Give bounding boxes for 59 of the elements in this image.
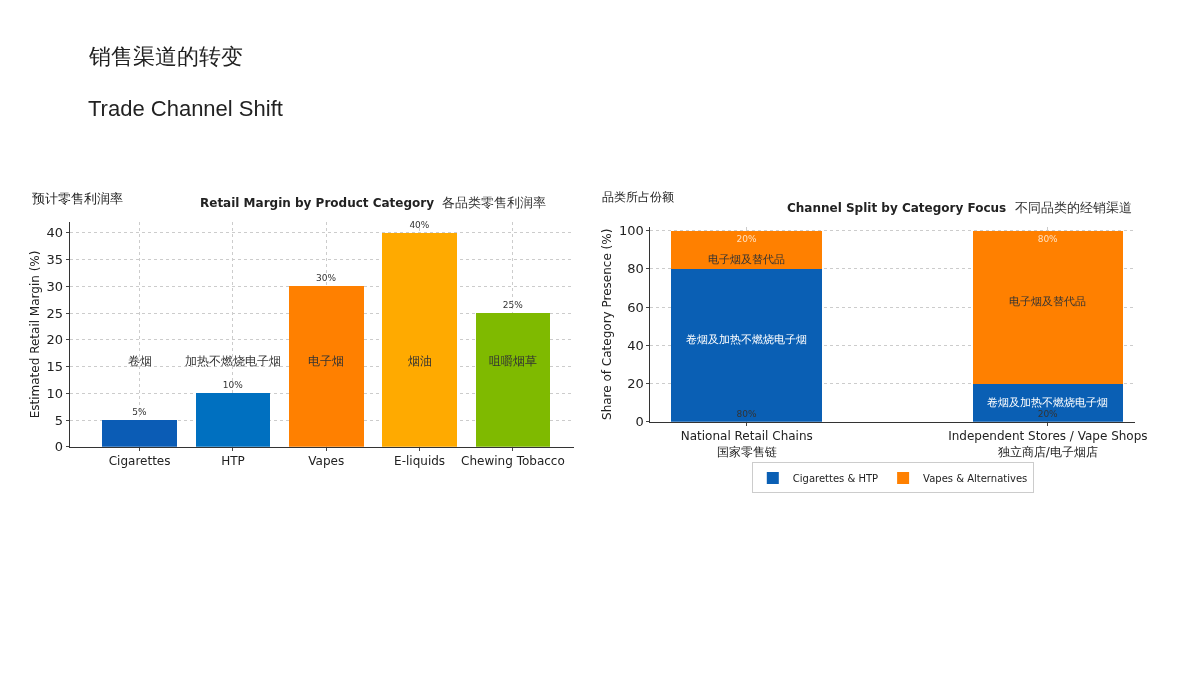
y-tick-label: 40 — [46, 225, 63, 241]
text: Trade Channel Shift — [88, 96, 283, 121]
x-tick-label: Cigarettes — [108, 454, 171, 469]
bar — [195, 393, 271, 447]
y-tick-label: 30 — [46, 278, 63, 294]
x-tick-label: Vapes — [308, 454, 345, 469]
y-tick-label: 60 — [627, 299, 644, 315]
x-tick-label: E-liquids — [394, 454, 446, 469]
x-tick-label: HTP — [221, 454, 245, 469]
chart-title: Channel Split by Category Focus — [787, 201, 1007, 215]
annotation: 烟油 — [408, 354, 432, 368]
bar — [475, 313, 551, 447]
chart-title: Retail Margin by Product Category — [200, 196, 435, 210]
y-tick-label: 35 — [46, 252, 63, 268]
data-label: 20% — [1037, 408, 1059, 419]
y-tick-label: 0 — [635, 414, 644, 430]
y-tick-label: 15 — [46, 359, 63, 375]
annotation: 卷烟及加热不燃烧电子烟 — [987, 396, 1108, 409]
annotation: 电子烟及替代品 — [708, 253, 785, 266]
data-label: 10% — [222, 380, 244, 391]
annotation: 卷烟 — [128, 354, 152, 368]
y-tick-label: 20 — [627, 376, 644, 392]
bar — [102, 420, 177, 447]
text: 品类所占份额 — [602, 190, 674, 204]
chart-subtitle: 不同品类的经销渠道 — [1015, 200, 1132, 215]
y-tick-label: 40 — [627, 337, 644, 353]
bar — [972, 230, 1124, 384]
annotation: 电子烟及替代品 — [1009, 295, 1086, 308]
data-label: 30% — [316, 273, 337, 284]
chart-subtitle: 各品类零售利润率 — [442, 195, 546, 210]
text: 预计零售利润率 — [32, 191, 123, 206]
y-axis-title: Share of Category Presence (%) — [600, 228, 615, 420]
bar — [671, 268, 823, 422]
x-tick-label: Independent Stores / Vape Shops 独立商店/电子烟店 — [948, 429, 1148, 459]
legend-label: Cigarettes & HTP — [792, 472, 879, 484]
data-label: 80% — [736, 408, 757, 419]
y-tick-label: 10 — [46, 385, 63, 401]
bar — [288, 286, 364, 447]
annotation: 电子烟 — [308, 354, 344, 368]
y-tick-label: 20 — [46, 332, 63, 348]
data-label: 80% — [1037, 233, 1059, 244]
x-tick-label: Chewing Tobacco — [461, 454, 565, 469]
y-tick-label: 80 — [627, 261, 644, 277]
data-label: 25% — [502, 300, 524, 311]
annotation: 加热不燃烧电子烟 — [185, 354, 281, 368]
annotation: 卷烟及加热不燃烧电子烟 — [686, 333, 807, 346]
legend-label: Vapes & Alternatives — [923, 472, 1028, 484]
x-tick-label: National Retail Chains 国家零售链 — [680, 429, 813, 459]
y-tick-label: 25 — [46, 305, 63, 321]
text: 销售渠道的转变 — [88, 44, 243, 69]
y-axis-title: Estimated Retail Margin (%) — [27, 250, 42, 419]
data-label: 40% — [409, 219, 430, 230]
data-label: 5% — [132, 407, 147, 418]
data-label: 20% — [736, 233, 757, 244]
y-tick-label: 100 — [618, 223, 644, 239]
y-tick-label: 5 — [54, 412, 63, 428]
y-tick-label: 0 — [54, 439, 63, 455]
bar — [382, 232, 457, 447]
annotation: 咀嚼烟草 — [489, 354, 537, 368]
